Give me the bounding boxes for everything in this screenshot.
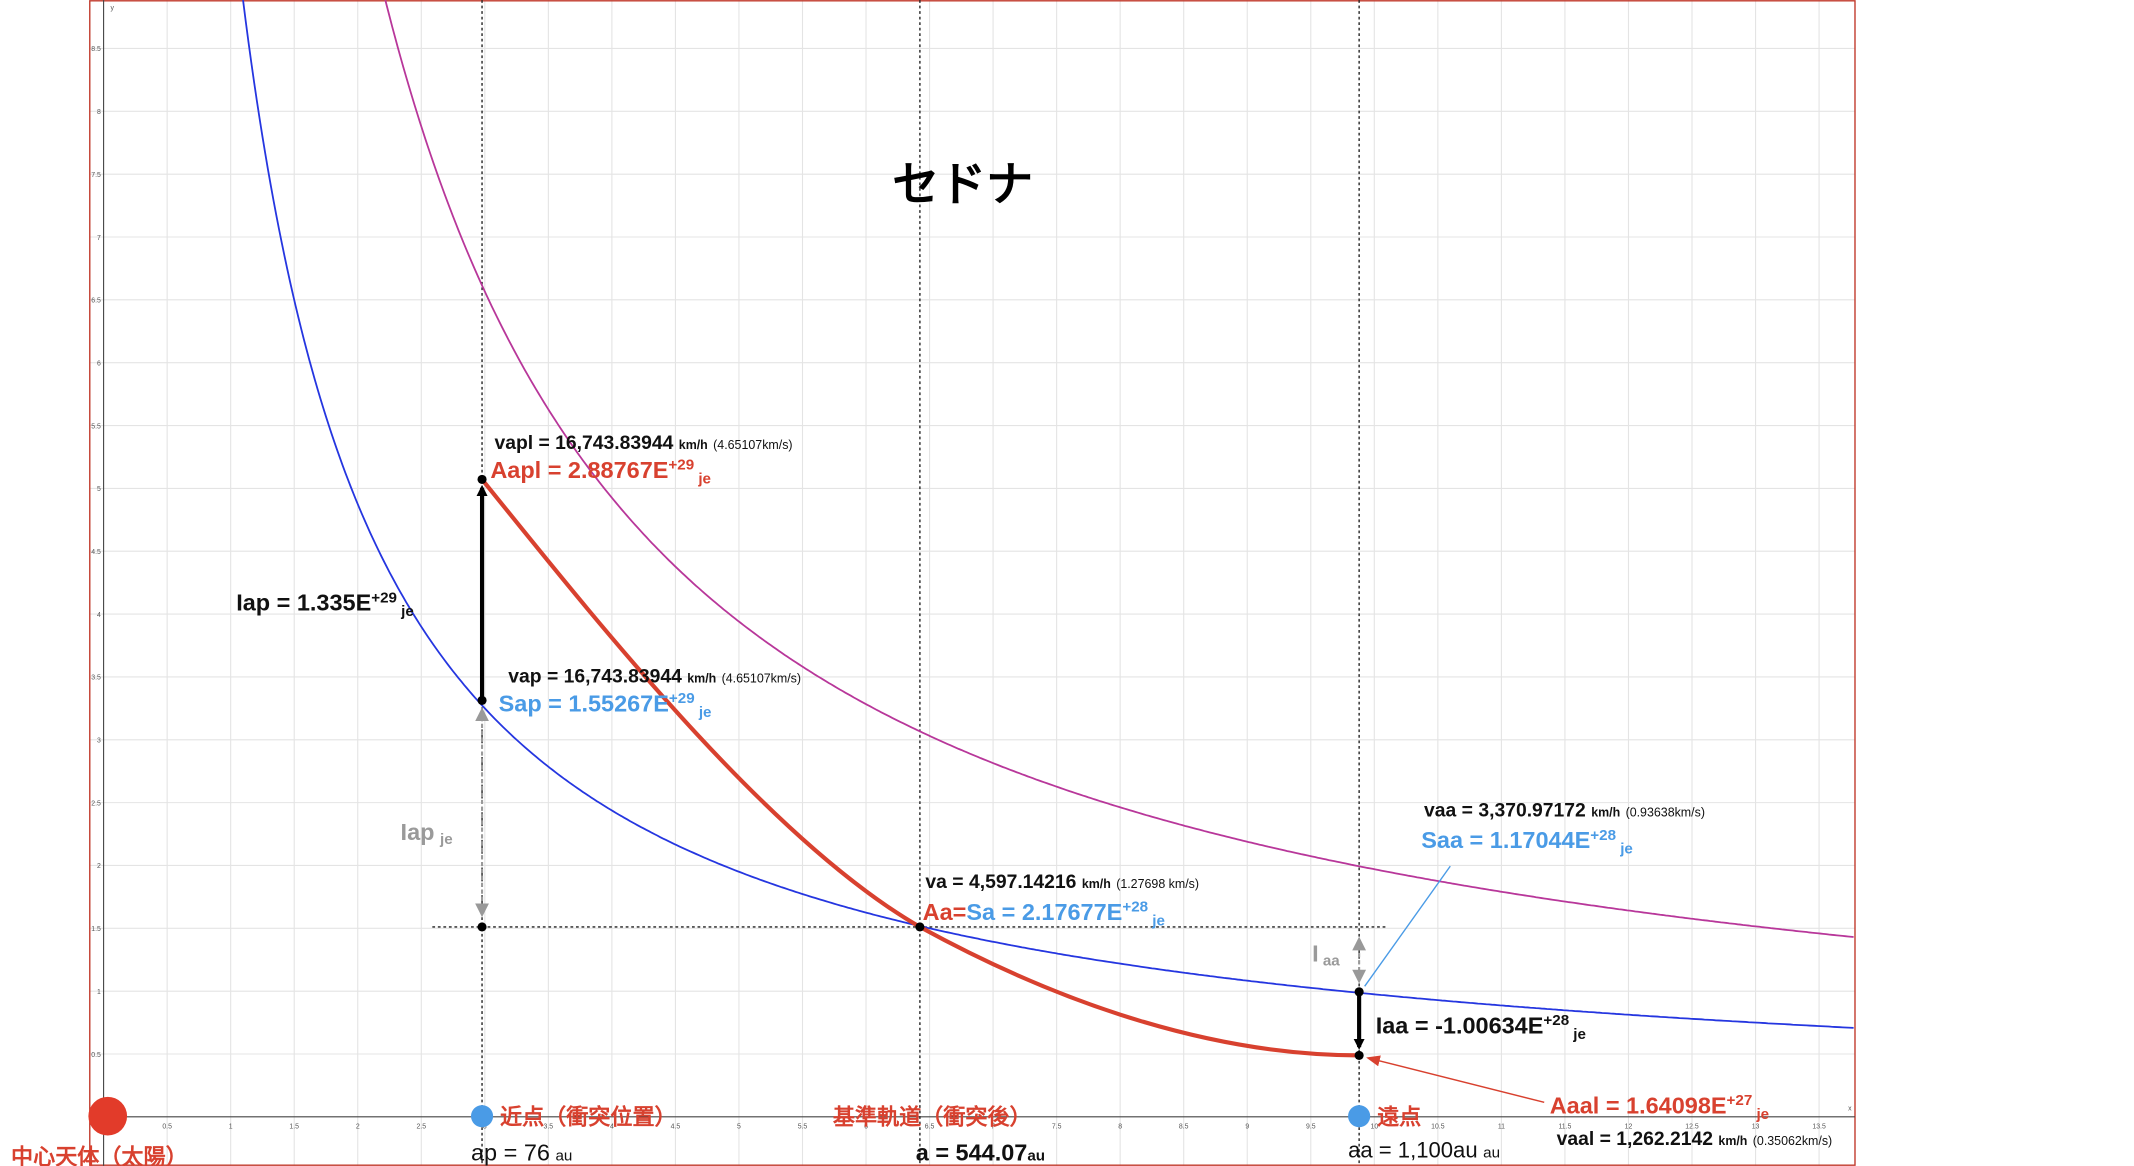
y-tick-label: 3.5 — [91, 675, 101, 682]
x-tick-label: 12.5 — [1685, 1124, 1699, 1131]
y-tick-label: 2 — [97, 863, 101, 870]
point-label: 基準軌道（衝突後） — [833, 1104, 1032, 1129]
x-tick-label: 6 — [864, 1124, 868, 1131]
x-tick-label: 1.5 — [289, 1124, 299, 1131]
x-tick-label: 6.5 — [925, 1124, 935, 1131]
label: Iap je — [401, 819, 453, 848]
label: Aaal = 1.64098E+27je — [1550, 1092, 1769, 1123]
x-tick-label: 13 — [1752, 1124, 1760, 1131]
label: vap = 16,743.83944 km/h (4.65107km/s) — [508, 666, 801, 687]
x-tick-label: 10 — [1370, 1124, 1378, 1131]
x-tick-label: 13.5 — [1812, 1124, 1826, 1131]
y-tick-label: 6 — [97, 360, 101, 367]
y-tick-label: 7.5 — [91, 172, 101, 179]
x-tick-label: 5.5 — [798, 1124, 808, 1131]
y-tick-label: 0.5 — [91, 1052, 101, 1059]
pointer — [1364, 865, 1451, 987]
x-tick-label: 2 — [356, 1124, 360, 1131]
y-tick-label: 8.5 — [91, 46, 101, 53]
label: Aapl = 2.88767E+29je — [490, 457, 711, 488]
perihelion-dot — [470, 1105, 494, 1128]
y-tick-label: 4 — [97, 612, 101, 619]
label: Iaa = -1.00634E+28je — [1376, 1012, 1586, 1043]
aphelion-dot — [1348, 1105, 1371, 1128]
x-tick-label: 7 — [991, 1124, 995, 1131]
curve-blue — [242, 0, 1854, 1029]
curve-red — [480, 478, 1360, 1058]
y-tick-label: 7 — [97, 235, 101, 242]
point-label: aa = 1,100au au — [1348, 1138, 1500, 1163]
grid — [89, 0, 1855, 1166]
x-tick-label: 11.5 — [1558, 1124, 1571, 1131]
label: vapl = 16,743.83944 km/h (4.65107km/s) — [494, 433, 792, 454]
y-tick-label: 5 — [97, 486, 101, 493]
label: Sap = 1.55267E+29je — [499, 690, 712, 721]
x-tick-label: 0.5 — [162, 1124, 172, 1131]
label: vaa = 3,370.97172 km/h (0.93638km/s) — [1424, 800, 1705, 821]
x-tick-label: 7.5 — [1052, 1124, 1062, 1131]
y-tick-label: 5.5 — [91, 423, 101, 430]
points — [477, 474, 1364, 1060]
x-tick-label: 9 — [1245, 1124, 1249, 1131]
x-tick-label: 3 — [483, 1124, 487, 1131]
y-tick-label: 1.5 — [91, 926, 101, 933]
y-tick-label: 4.5 — [91, 549, 101, 556]
y-tick-label: 2.5 — [91, 800, 101, 807]
x-tick-label: 4 — [610, 1124, 614, 1131]
curve-pink — [384, 0, 1854, 938]
axis-label: x — [1848, 1106, 1852, 1113]
x-tick-label: 3.5 — [544, 1124, 554, 1131]
label: Saa = 1.17044E+28je — [1421, 827, 1633, 858]
y-tick-label: 3 — [97, 738, 101, 745]
x-tick-label: 9.5 — [1306, 1124, 1316, 1131]
point-label: a = 544.07au — [916, 1139, 1045, 1165]
title: セドナ — [892, 157, 1033, 210]
x-tick-label: 8 — [1118, 1124, 1122, 1131]
label: vaal = 1,262.2142 km/h (0.35062km/s) — [1557, 1129, 1833, 1150]
label: Aa=Sa = 2.17677E+28je — [923, 899, 1165, 930]
label: Iap = 1.335E+29je — [236, 589, 414, 620]
point-label: 近点（衝突位置） — [500, 1104, 677, 1129]
point-label: ap = 76 au — [471, 1139, 572, 1165]
ticks: 8.587.576.565.554.543.532.521.510.50.5 1 1… — [91, 46, 1826, 1130]
point-label: 中心天体（太陽） — [11, 1144, 188, 1166]
x-tick-label: 10.5 — [1431, 1124, 1445, 1131]
x-tick-label: 11 — [1498, 1124, 1505, 1131]
y-tick-label: 6.5 — [91, 298, 101, 305]
pointer — [1366, 1055, 1545, 1104]
y-tick-label: 8 — [97, 109, 101, 116]
x-tick-label: 12 — [1625, 1124, 1633, 1131]
frame — [89, 0, 1856, 1166]
axis-label: y — [110, 5, 114, 12]
point-label: 遠点 — [1377, 1104, 1421, 1129]
x-tick-label: 2.5 — [416, 1124, 426, 1131]
sun — [88, 1096, 128, 1136]
x-tick-label: 4.5 — [671, 1124, 681, 1131]
y-tick-label: 1 — [97, 989, 101, 996]
x-tick-label: 5 — [737, 1124, 741, 1131]
x-tick-label: 8.5 — [1179, 1124, 1189, 1131]
x-tick-label: 1 — [229, 1124, 233, 1131]
label: va = 4,597.14216 km/h (1.27698 km/s) — [925, 872, 1199, 893]
